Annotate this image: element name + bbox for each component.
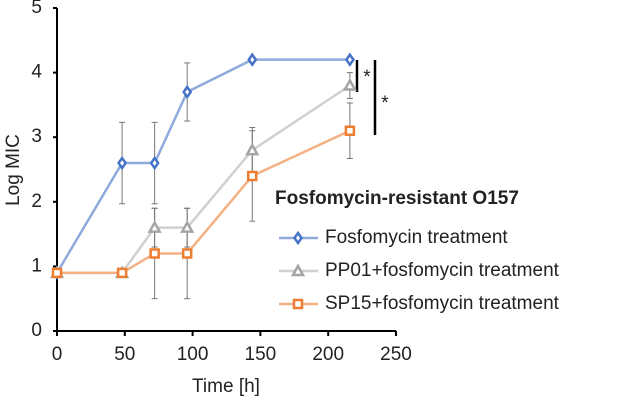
x-tick-label: 250	[380, 344, 412, 365]
y-tick-label: 1	[31, 255, 42, 276]
data-point	[116, 267, 128, 279]
y-tick-label: 0	[31, 320, 42, 341]
annotation: *	[363, 67, 371, 88]
legend-marker	[292, 230, 304, 246]
data-point	[182, 84, 193, 100]
data-point	[117, 155, 128, 171]
x-tick-label: 200	[312, 344, 344, 365]
data-point	[247, 170, 258, 182]
x-tick-label: 0	[52, 344, 63, 365]
y-tick-label: 3	[31, 126, 42, 147]
data-point	[342, 77, 358, 91]
y-tick-label: 2	[31, 191, 42, 212]
x-axis-label: Time [h]	[192, 376, 260, 397]
legend-marker	[292, 298, 304, 310]
legend-title: Fosfomycin-resistant O157	[275, 188, 519, 209]
x-tick-label: 50	[114, 344, 135, 365]
data-point	[247, 52, 258, 67]
data-point	[149, 155, 160, 171]
legend-marker	[290, 263, 306, 277]
series-line	[57, 84, 351, 275]
data-point	[149, 248, 160, 259]
data-point	[344, 125, 356, 136]
series-line	[57, 129, 351, 275]
x-tick-label: 100	[177, 344, 209, 365]
data-point	[180, 220, 195, 233]
annotation: *	[381, 93, 389, 114]
legend-label: SP15+fosfomycin treatment	[325, 293, 560, 314]
y-tick-label: 4	[31, 62, 42, 83]
legend-label: Fosfomycin treatment	[325, 227, 508, 248]
series-line	[55, 58, 350, 274]
data-point	[147, 220, 162, 233]
y-tick-label: 5	[31, 0, 42, 18]
data-point	[181, 248, 193, 259]
x-tick-label: 150	[245, 344, 277, 365]
y-axis-label: Log MIC	[3, 134, 24, 206]
data-point	[245, 142, 260, 156]
legend-label: PP01+fosfomycin treatment	[325, 260, 560, 281]
data-point	[51, 267, 63, 279]
data-point	[344, 52, 355, 67]
